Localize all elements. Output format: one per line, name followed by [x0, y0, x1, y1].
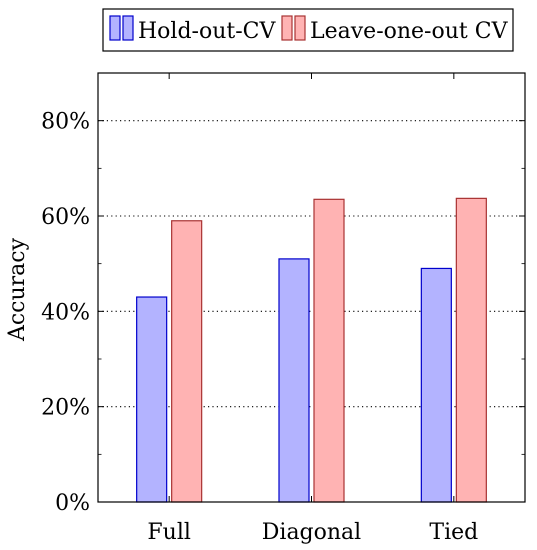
x-category-label: Diagonal: [262, 520, 361, 545]
grid-lines: [98, 120, 525, 408]
bar-leave-one-out-cv: [313, 198, 345, 503]
y-axis-label: Accuracy: [5, 237, 30, 342]
legend-swatch-leave-one-out-cv: [294, 15, 306, 41]
bars: [136, 197, 487, 503]
y-tick-label: 60%: [41, 205, 90, 230]
axis-ticks: [98, 73, 525, 503]
legend-label-leave-one-out-cv: Leave-one-out CV: [310, 19, 509, 44]
legend-swatch-leave-one-out-cv: [281, 15, 293, 41]
y-tick-label: 20%: [41, 396, 90, 421]
legend-swatch-hold-out-cv: [122, 15, 134, 41]
bar-hold-out-cv: [420, 267, 452, 503]
legend-label-hold-out-cv: Hold-out-CV: [138, 19, 277, 44]
y-tick-label: 40%: [41, 300, 90, 325]
legend: Hold-out-CV Leave-one-out CV: [102, 8, 514, 52]
axis-labels: 0% 20% 40% 60% 80% Full Diagonal Tied: [41, 110, 478, 545]
bar-hold-out-cv: [136, 296, 168, 503]
bar-leave-one-out-cv: [455, 197, 487, 503]
bar-hold-out-cv: [278, 258, 310, 503]
legend-box: [102, 8, 514, 52]
y-tick-label: 80%: [41, 110, 90, 135]
x-category-label: Tied: [429, 520, 478, 545]
legend-swatch-hold-out-cv: [109, 15, 121, 41]
x-category-label: Full: [147, 520, 191, 545]
bar-leave-one-out-cv: [171, 220, 203, 503]
y-tick-label: 0%: [55, 491, 90, 516]
